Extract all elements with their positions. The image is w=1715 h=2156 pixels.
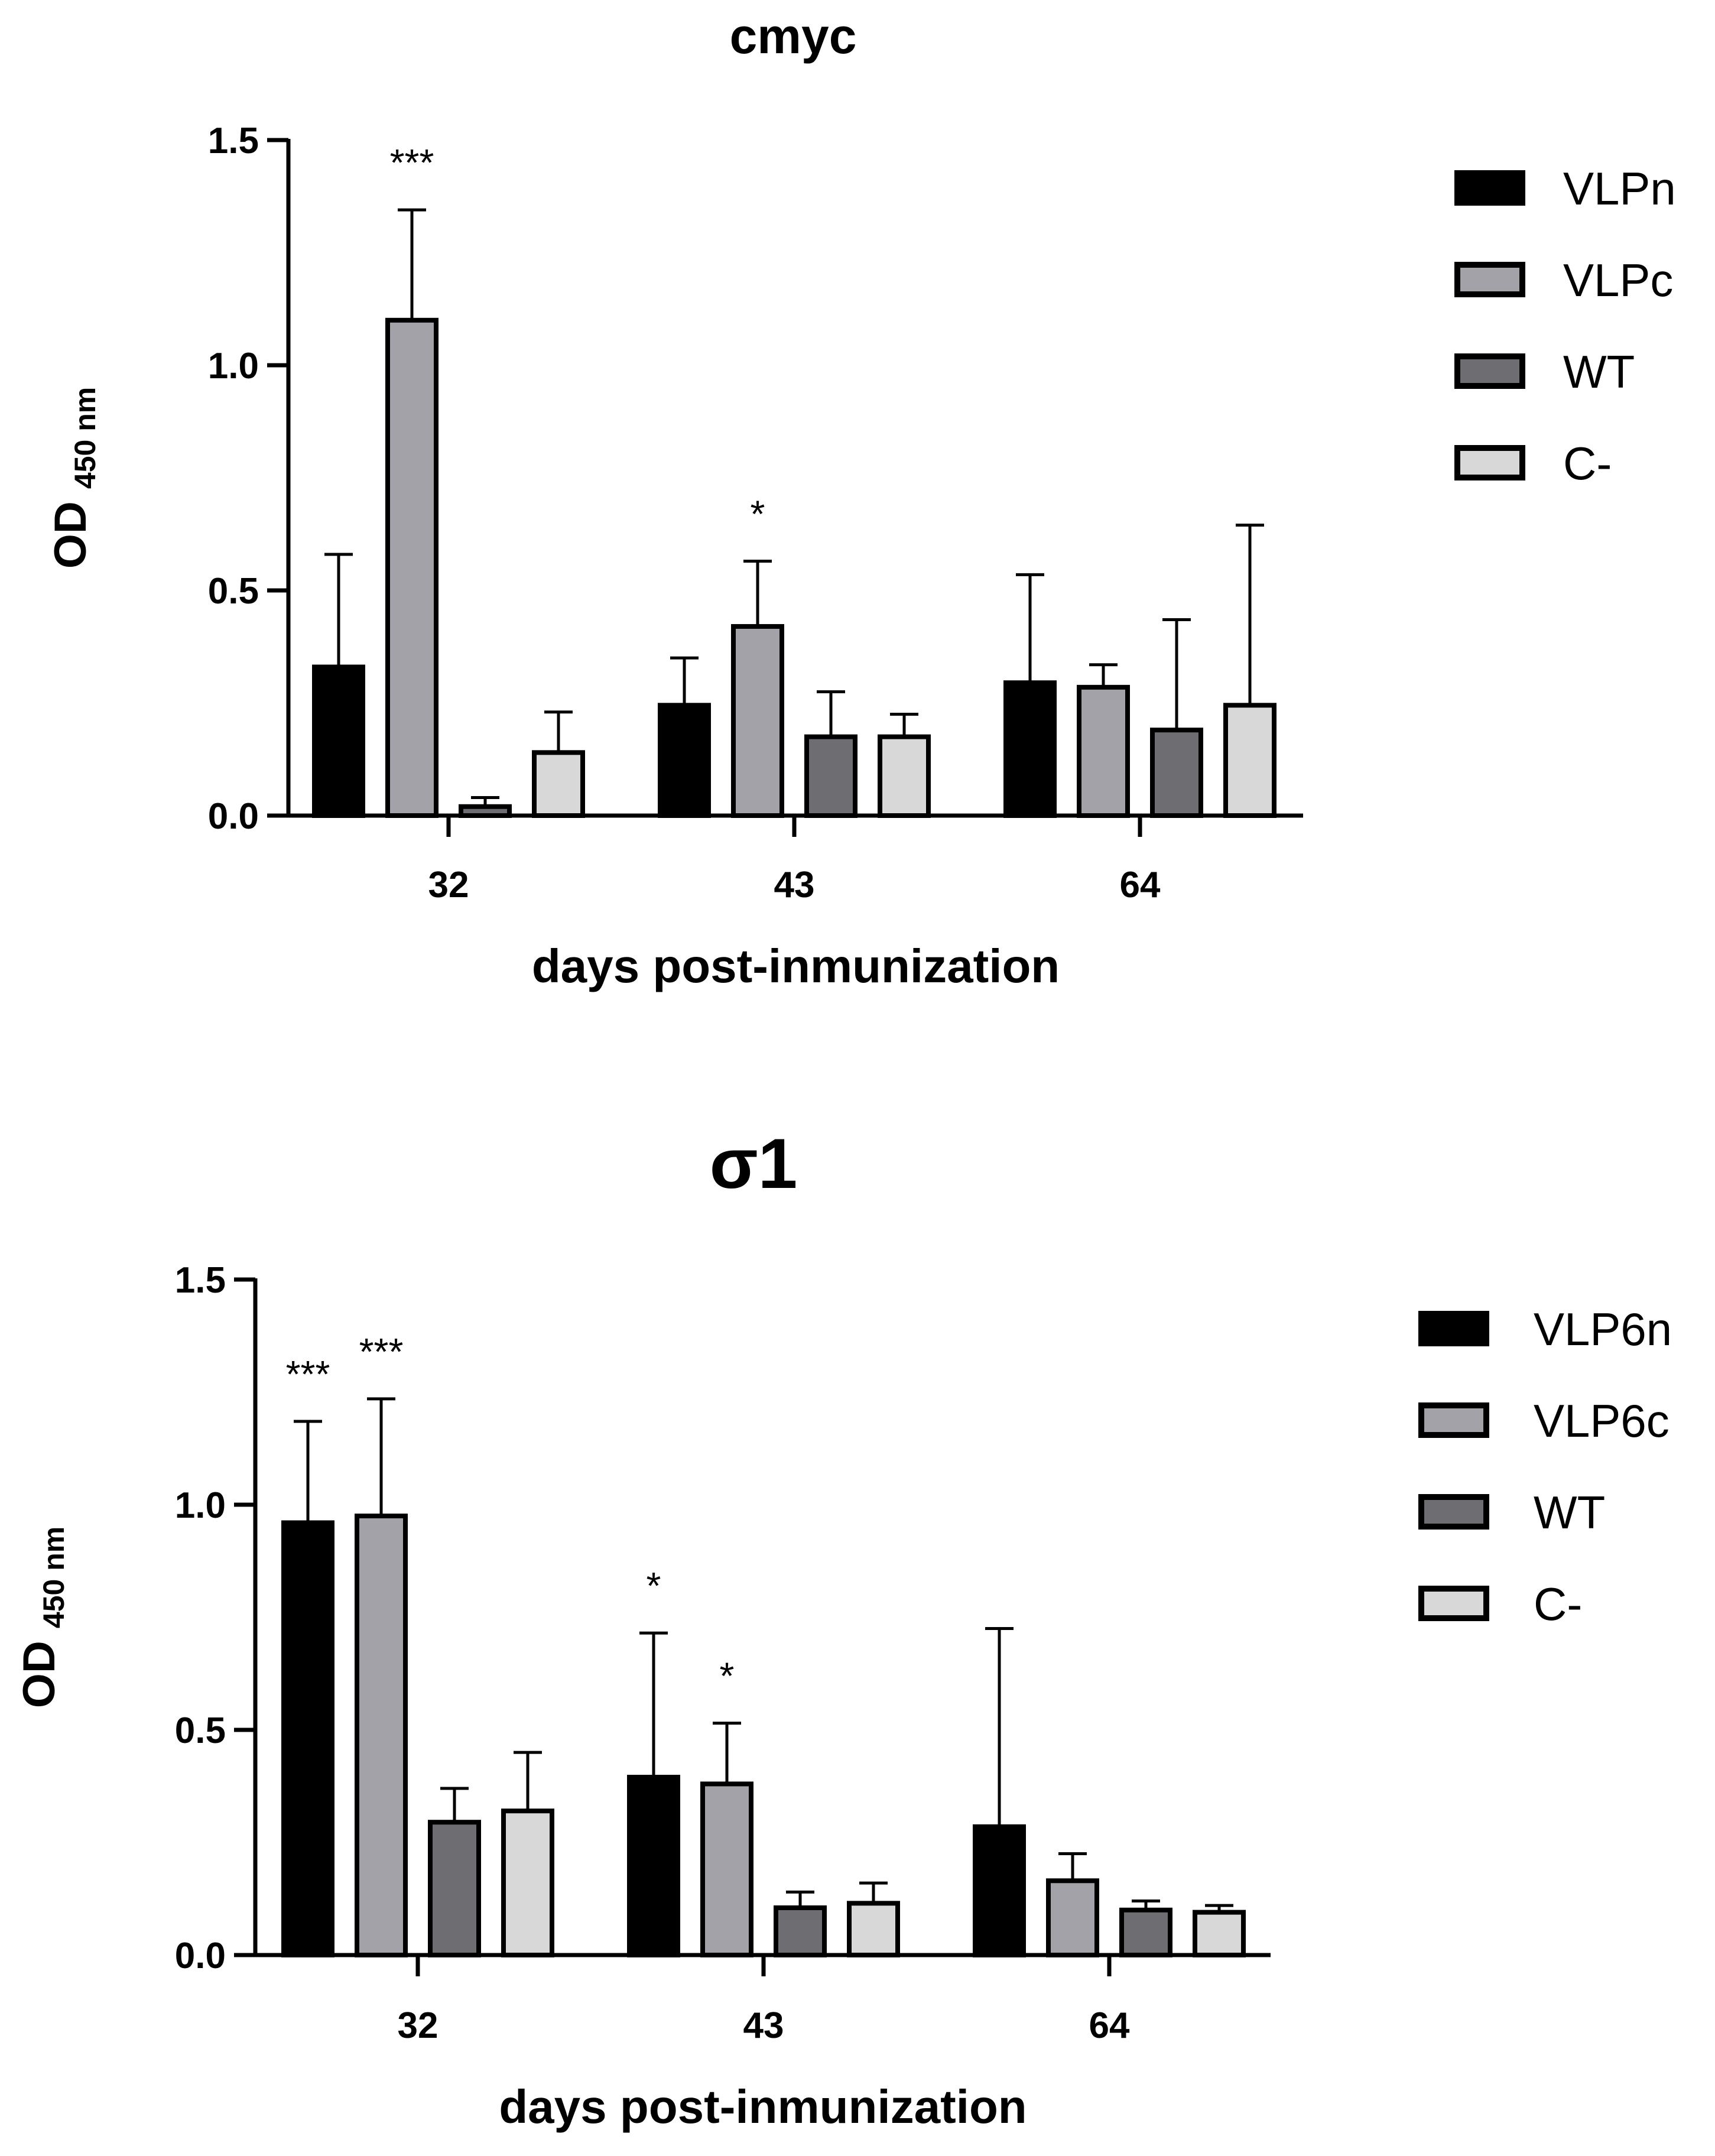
legend-label: C-	[1563, 437, 1612, 489]
bar	[1046, 1878, 1099, 1958]
bar	[878, 734, 931, 819]
bar	[658, 703, 711, 819]
legend-swatch	[1418, 1494, 1489, 1530]
x-tick-label: 43	[743, 2005, 784, 2046]
y-axis-label-subscript: 450 nm	[37, 1527, 70, 1628]
legend-swatch	[1454, 353, 1525, 389]
x-tick-label: 32	[398, 2005, 439, 2046]
chart-title: cmyc	[730, 8, 857, 64]
significance-label: ***	[286, 1353, 330, 1395]
legend-label: VLPn	[1563, 163, 1676, 215]
bar	[281, 1520, 334, 1957]
legend-label: WT	[1534, 1486, 1605, 1538]
y-axis-label: OD 450 nm	[46, 387, 102, 569]
bar	[1003, 680, 1057, 818]
bar	[428, 1820, 481, 1957]
x-tick-label: 43	[774, 865, 815, 905]
x-axis-label: days post-inmunization	[532, 940, 1060, 992]
legend-swatch	[1418, 1402, 1489, 1438]
bar	[731, 624, 784, 818]
bar	[1223, 703, 1276, 819]
x-tick-label: 64	[1089, 2005, 1130, 2046]
y-tick-label: 1.5	[208, 121, 259, 161]
bar	[1119, 1907, 1172, 1958]
y-tick-label: 0.0	[208, 796, 259, 837]
legend-label: C-	[1534, 1578, 1582, 1630]
y-tick-label: 0.0	[175, 1936, 226, 1976]
bar	[700, 1781, 753, 1957]
x-tick-label: 64	[1120, 865, 1161, 905]
legend-label: WT	[1563, 346, 1635, 398]
bar	[312, 664, 365, 819]
legend-swatch	[1418, 1311, 1489, 1346]
bar	[501, 1808, 554, 1957]
legend-swatch	[1454, 170, 1525, 206]
x-axis-label: days post-inmunization	[499, 2080, 1027, 2133]
bar	[973, 1824, 1026, 1958]
y-axis-label-main: OD	[46, 489, 96, 569]
y-axis-label-subscript: 450 nm	[69, 387, 102, 489]
bar	[355, 1514, 408, 1958]
y-axis-label-main: OD	[14, 1628, 64, 1708]
y-tick-label: 1.5	[175, 1260, 226, 1301]
bar	[532, 750, 585, 818]
legend-swatch	[1454, 262, 1525, 297]
y-tick-label: 0.5	[208, 571, 259, 612]
chart-title: σ1	[710, 1124, 798, 1203]
legend-label: VLPc	[1563, 254, 1673, 306]
bar	[1077, 684, 1130, 818]
bar	[774, 1905, 827, 1957]
bar	[385, 317, 439, 818]
y-tick-label: 1.0	[208, 346, 259, 387]
legend-label: VLP6n	[1534, 1303, 1672, 1355]
significance-label: ***	[390, 141, 434, 184]
significance-label: *	[720, 1655, 735, 1697]
significance-label: ***	[359, 1330, 404, 1373]
bar	[1150, 728, 1203, 818]
y-tick-label: 0.5	[175, 1710, 226, 1751]
bar	[804, 734, 858, 819]
bar	[627, 1775, 680, 1957]
legend-swatch	[1454, 445, 1525, 480]
x-tick-label: 32	[428, 865, 469, 905]
y-axis-label: OD 450 nm	[14, 1527, 70, 1708]
legend-label: VLP6c	[1534, 1395, 1669, 1447]
bar	[1193, 1910, 1246, 1958]
legend-swatch	[1418, 1586, 1489, 1621]
significance-label: *	[751, 492, 765, 535]
significance-label: *	[647, 1564, 661, 1607]
bar	[847, 1901, 900, 1958]
y-tick-label: 1.0	[175, 1485, 226, 1526]
